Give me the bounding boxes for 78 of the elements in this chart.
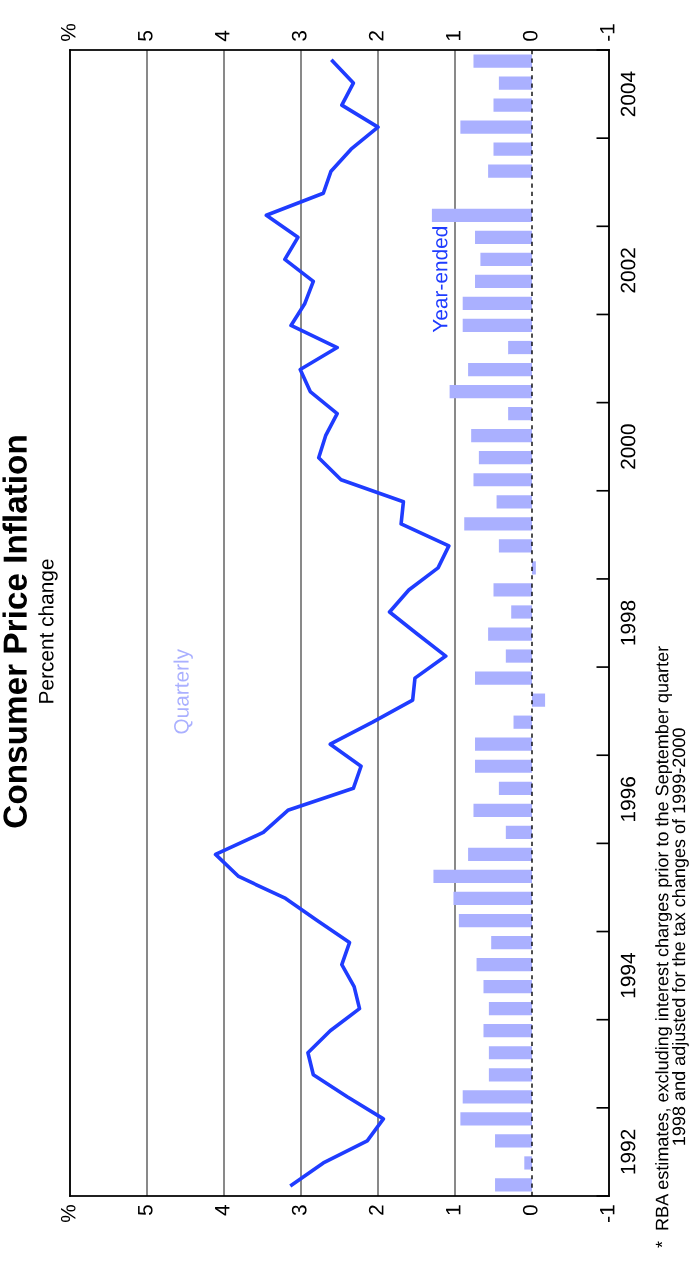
x-tick-label: 1 — [446, 31, 461, 41]
bar — [488, 1002, 532, 1016]
y-tick-label: 1992 — [620, 1129, 636, 1174]
bar — [498, 76, 532, 90]
bar — [473, 803, 532, 817]
text: * RBA estimates, excluding interest charges prior to the September quarter 1998 and adjusted for the tax changes of 1999-2000 — [655, 646, 689, 1248]
text: Consumer Price Inflation — [2, 436, 27, 828]
y-tick-label: 1994 — [620, 953, 636, 998]
x2-tick-label: 2 — [368, 1205, 384, 1215]
x-tick-label: % — [60, 23, 76, 41]
bar — [508, 407, 532, 421]
bar — [462, 296, 532, 311]
bar — [480, 252, 532, 266]
bar — [505, 825, 532, 839]
bar — [449, 384, 532, 399]
bar — [524, 1156, 532, 1170]
bar — [498, 781, 532, 795]
bar — [513, 715, 532, 729]
bar — [460, 120, 532, 134]
bar — [496, 495, 532, 509]
x2-tick-label: 3 — [291, 1205, 307, 1216]
bar — [488, 164, 532, 178]
x-tick-label: 0 — [522, 30, 538, 41]
bar — [478, 451, 532, 465]
bar — [488, 1068, 532, 1082]
bar — [532, 693, 546, 707]
text: Year-ended — [432, 227, 448, 333]
bar — [505, 649, 532, 663]
bar — [462, 1090, 532, 1104]
y-tick-label: 2004 — [620, 71, 636, 117]
bar — [473, 473, 532, 487]
bar — [493, 142, 532, 156]
bar — [473, 54, 532, 68]
x-tick-label: 5 — [138, 30, 153, 41]
bar — [462, 318, 532, 333]
x2-tick-label: 5 — [138, 1205, 153, 1216]
x-tick-label: 2 — [368, 31, 384, 41]
bar — [488, 627, 532, 641]
bar — [493, 583, 532, 597]
bar — [495, 1134, 532, 1148]
bar — [471, 429, 532, 443]
bar — [495, 1178, 532, 1192]
bar — [433, 869, 532, 884]
x-tick-label: 3 — [291, 31, 307, 41]
bar — [460, 1112, 532, 1126]
bar — [508, 340, 532, 355]
x-tick-label: -1 — [600, 24, 615, 41]
y-tick-label: 2000 — [620, 424, 636, 469]
x2-tick-label: 1 — [446, 1205, 461, 1215]
bar — [476, 957, 532, 972]
bar — [453, 891, 532, 906]
x2-tick-label: 0 — [522, 1205, 538, 1216]
bar — [498, 539, 532, 553]
bar — [468, 847, 532, 862]
bar — [475, 737, 532, 751]
bar — [458, 913, 532, 928]
x2-tick-label: % — [60, 1205, 76, 1223]
bar — [491, 935, 532, 950]
text: Quarterly — [173, 648, 193, 734]
bar — [511, 605, 532, 619]
bar — [488, 1046, 532, 1060]
bar — [483, 1024, 532, 1038]
y-tick-label: 2002 — [620, 248, 636, 293]
x-tick-label: 4 — [215, 30, 230, 42]
y-tick-label: 1998 — [620, 600, 636, 645]
bar — [468, 362, 532, 377]
bar — [464, 517, 532, 531]
bar — [475, 671, 532, 685]
bar — [475, 274, 532, 289]
bar — [475, 759, 532, 773]
x2-tick-label: -1 — [600, 1205, 615, 1222]
bar — [483, 980, 532, 994]
bar — [493, 98, 532, 112]
text: Percent change — [38, 559, 58, 703]
bar — [431, 208, 532, 222]
bar — [475, 230, 532, 244]
y-tick-label: 1996 — [620, 777, 636, 821]
x2-tick-label: 4 — [215, 1204, 230, 1216]
